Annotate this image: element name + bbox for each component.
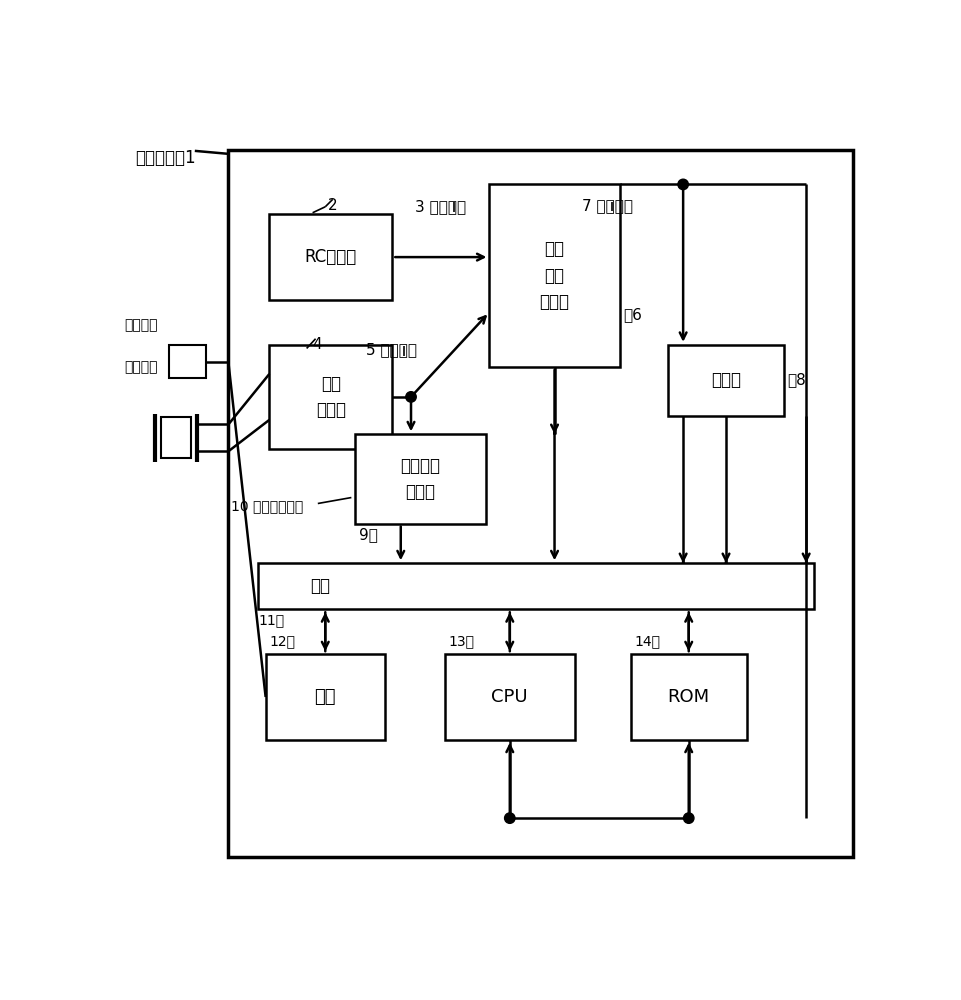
Circle shape: [678, 179, 688, 190]
Text: 计时器: 计时器: [710, 371, 740, 389]
Text: ～6: ～6: [623, 307, 642, 322]
Text: 10 中断请求信号: 10 中断请求信号: [231, 499, 303, 513]
Bar: [168, 345, 206, 378]
Bar: [228, 150, 852, 857]
Text: RC振荡器: RC振荡器: [305, 248, 357, 266]
Text: 11～: 11～: [258, 613, 284, 627]
Bar: [269, 345, 392, 449]
Bar: [489, 184, 619, 367]
Text: 4: 4: [312, 337, 322, 352]
Text: 3 基本时钟: 3 基本时钟: [414, 199, 465, 214]
Text: 基本
时钟
选择器: 基本 时钟 选择器: [539, 240, 569, 311]
Text: 微型控制器1: 微型控制器1: [135, 149, 196, 167]
Text: 晶体
振荡器: 晶体 振荡器: [315, 375, 346, 419]
Bar: [668, 345, 783, 416]
Text: 14～: 14～: [634, 634, 660, 648]
Text: ～8: ～8: [787, 373, 805, 388]
Text: 12～: 12～: [269, 634, 295, 648]
Text: 9～: 9～: [358, 527, 378, 542]
Text: 7 系统时钟: 7 系统时钟: [582, 198, 633, 213]
Bar: [444, 654, 575, 740]
Bar: [269, 214, 392, 300]
Text: 13～: 13～: [448, 634, 474, 648]
Text: 石英振子: 石英振子: [124, 361, 158, 375]
Bar: [630, 654, 746, 740]
Bar: [161, 417, 191, 458]
Circle shape: [406, 392, 416, 402]
Bar: [265, 654, 384, 740]
Text: 端口: 端口: [314, 688, 335, 706]
Bar: [258, 563, 813, 609]
Text: 外部端子: 外部端子: [124, 318, 158, 332]
Bar: [355, 434, 485, 524]
Text: 中断请求
寄存器: 中断请求 寄存器: [400, 457, 440, 501]
Text: CPU: CPU: [491, 688, 528, 706]
Text: 总线: 总线: [310, 577, 330, 595]
Text: ROM: ROM: [667, 688, 709, 706]
Text: 5 基本时钟: 5 基本时钟: [366, 342, 417, 357]
Circle shape: [683, 813, 693, 823]
Text: 2: 2: [327, 198, 336, 213]
Circle shape: [505, 813, 514, 823]
